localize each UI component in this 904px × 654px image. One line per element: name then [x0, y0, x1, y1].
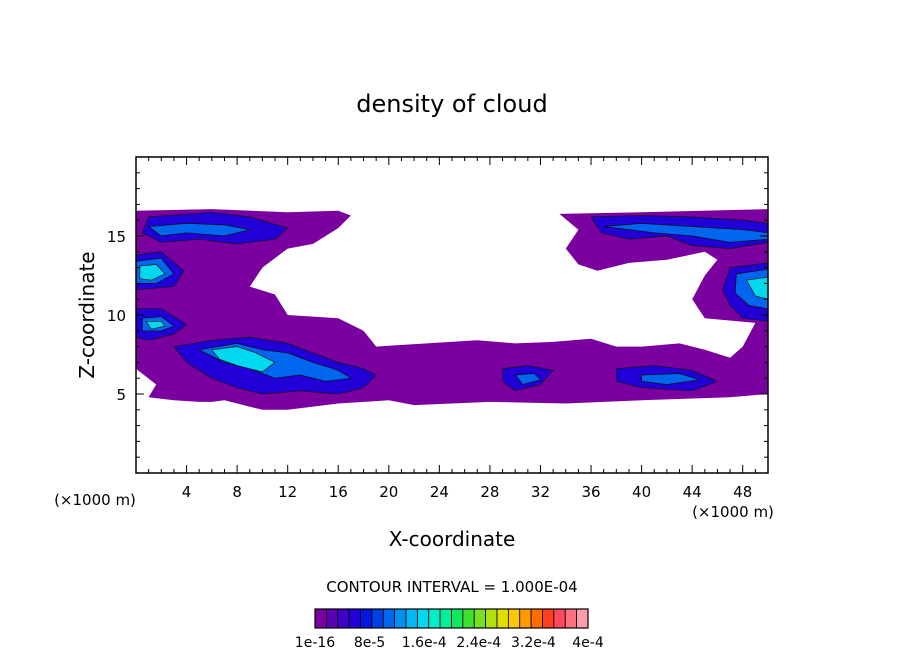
colorbar-label: 8e-5 [354, 635, 385, 651]
x-tick-label: 4 [182, 483, 192, 501]
x-tick-label: 20 [379, 483, 398, 501]
x-tick-label: 36 [581, 483, 600, 501]
colorbar-label: 3.2e-4 [511, 635, 556, 651]
y-tick-label: 10 [107, 307, 126, 325]
colorbar-swatch [462, 608, 475, 629]
colorbar-swatch [576, 608, 589, 629]
colorbar-swatch [325, 608, 339, 629]
contour-region-17 [139, 264, 166, 281]
colorbar-labels: 1e-16 8e-5 1.6e-4 2.4e-4 3.2e-4 4e-4 [295, 635, 604, 651]
contour-interval-label: CONTOUR INTERVAL = 1.000E-04 [326, 578, 577, 596]
colorbar-label: 1e-16 [295, 635, 335, 651]
x-tick-label: 32 [531, 483, 550, 501]
colorbar-swatch [519, 608, 532, 629]
x-tick-label: 12 [278, 483, 297, 501]
x-unit-left-label: (×1000 m) [54, 491, 136, 509]
contour-region-20 [745, 276, 768, 300]
colorbar-swatch [530, 608, 543, 629]
colorbar-swatch [542, 608, 555, 629]
y-axis-label: Z-coordinate [75, 251, 99, 378]
contour-region-13 [514, 373, 542, 385]
x-tick-label: 24 [430, 483, 449, 501]
colorbar-swatch [382, 608, 396, 629]
x-axis-label: X-coordinate [389, 527, 516, 551]
y-tick-label: 5 [116, 386, 126, 404]
colorbar-swatch [473, 608, 487, 629]
colorbar-label: 2.4e-4 [456, 635, 501, 651]
x-unit-right-label: (×1000 m) [692, 503, 774, 521]
colorbar-swatch [564, 608, 578, 629]
colorbar-swatch [496, 608, 509, 629]
colorbar-swatch [314, 608, 327, 629]
colorbar-swatch [507, 608, 521, 629]
x-tick-label: 16 [329, 483, 348, 501]
colorbar-swatch [451, 608, 464, 629]
colorbar-frame [314, 608, 589, 629]
contour-region-9 [147, 223, 250, 237]
colorbar-swatch [371, 608, 384, 629]
colorbar-label: 4e-4 [572, 635, 604, 651]
contour-region-18 [145, 320, 166, 330]
colorbar-swatch [416, 608, 430, 629]
colorbar-label: 1.6e-4 [402, 635, 447, 651]
x-tick-label: 8 [232, 483, 242, 501]
contour-region-14 [641, 373, 700, 385]
colorbar [314, 608, 589, 629]
x-tick-label: 40 [632, 483, 651, 501]
contour-region-15 [603, 223, 768, 243]
colorbar-swatch [405, 608, 418, 629]
x-tick-label: 44 [683, 483, 702, 501]
y-tick-label: 15 [107, 228, 126, 246]
colorbar-swatch [428, 608, 441, 629]
chart-title: density of cloud [356, 90, 547, 118]
colorbar-swatch [439, 608, 452, 629]
contour-fill-layer [136, 209, 768, 410]
contour-region-19 [211, 346, 276, 373]
x-tick-label: 48 [733, 483, 752, 501]
colorbar-swatch [553, 608, 566, 629]
colorbar-swatch [360, 608, 373, 629]
colorbar-swatch [348, 608, 361, 629]
colorbar-swatch [337, 608, 350, 629]
x-tick-label: 28 [480, 483, 499, 501]
colorbar-swatch [394, 608, 407, 629]
colorbar-swatch [485, 608, 498, 629]
